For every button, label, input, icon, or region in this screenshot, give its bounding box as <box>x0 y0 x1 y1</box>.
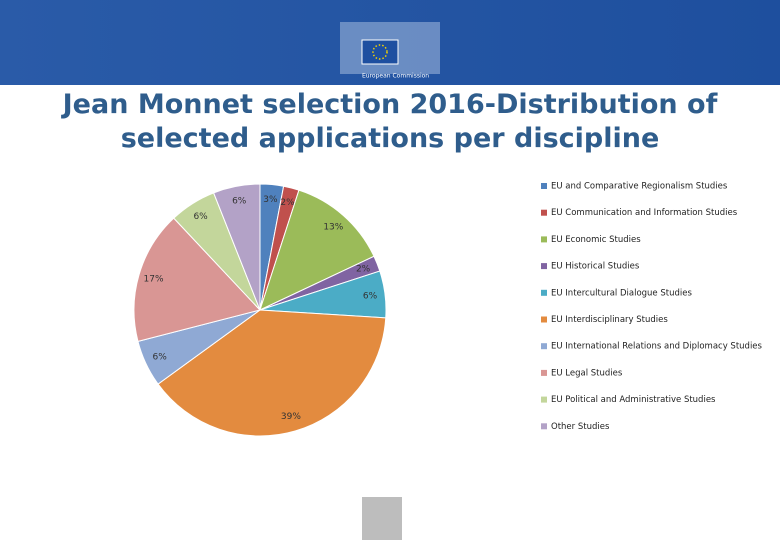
data-label: 2% <box>280 198 295 208</box>
pie-slice <box>259 189 375 311</box>
data-label: 3% <box>263 195 278 205</box>
data-label: 6% <box>153 353 168 363</box>
chart-title: Jean Monnet selection 2016-Distribution … <box>62 89 718 154</box>
legend-marker <box>541 396 547 403</box>
legend-label: EU Communication and Information Studies <box>551 208 738 218</box>
legend-label: EU Intercultural Dialogue Studies <box>551 288 692 298</box>
legend-marker <box>541 209 547 216</box>
data-label: 13% <box>323 222 343 232</box>
legend-marker <box>541 343 547 350</box>
data-label: 39% <box>281 412 301 422</box>
legend-label: EU Political and Administrative Studies <box>551 395 716 405</box>
data-label: 2% <box>356 265 371 275</box>
pie-slice <box>212 183 261 311</box>
legend-label: EU Interdisciplinary Studies <box>551 315 668 325</box>
legend-marker <box>541 369 547 376</box>
data-label: 6% <box>363 292 378 302</box>
legend-marker <box>541 183 547 189</box>
legend-marker <box>541 316 547 323</box>
legend-marker <box>541 423 547 430</box>
logo-text: European Commission <box>362 73 429 80</box>
legend-label: EU Legal Studies <box>551 368 623 378</box>
legend-marker <box>541 263 547 270</box>
legend-marker <box>541 289 547 296</box>
legend-label: EU Economic Studies <box>551 235 641 245</box>
data-label: 6% <box>232 197 247 207</box>
footer-logo <box>362 497 402 540</box>
legend-marker <box>541 236 547 243</box>
legend-label: Other Studies <box>551 422 610 432</box>
legend-label: EU International Relations and Diplomacy… <box>551 342 763 352</box>
legend-label: EU Historical Studies <box>551 262 640 272</box>
legend-label: EU and Comparative Regionalism Studies <box>551 182 728 192</box>
pie-slice <box>133 217 261 342</box>
logo: European Commission <box>340 22 440 80</box>
data-label: 17% <box>144 275 164 285</box>
pie-slice <box>157 309 387 437</box>
data-label: 6% <box>193 212 208 222</box>
